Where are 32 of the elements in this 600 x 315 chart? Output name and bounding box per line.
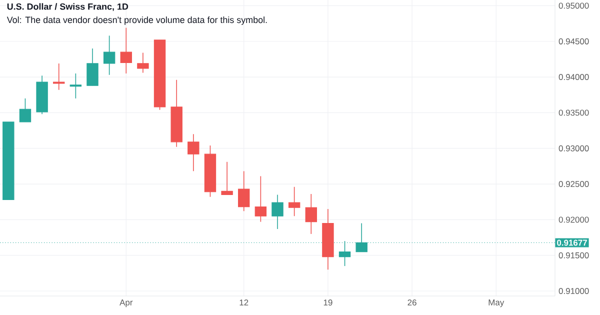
x-tick-label: May xyxy=(488,300,504,308)
x-tick-label: 12 xyxy=(240,300,248,306)
candlestick xyxy=(288,186,300,217)
chart-title: U.S. Dollar / Swiss Franc, 1D xyxy=(7,3,128,12)
y-tick-label: 0.92500 xyxy=(558,181,589,188)
candlestick xyxy=(338,240,351,266)
x-tick-label: 19 xyxy=(324,300,332,306)
candlestick xyxy=(188,134,200,172)
x-tick-label: 26 xyxy=(408,300,416,306)
candlestick xyxy=(238,170,250,212)
candlestick xyxy=(19,98,32,122)
candlestick xyxy=(254,176,267,222)
y-tick-label: 0.93000 xyxy=(558,145,589,152)
candlestick xyxy=(120,27,132,74)
candlestick xyxy=(86,48,98,86)
candlestick xyxy=(53,63,65,90)
candlestick xyxy=(305,194,317,234)
candlestick xyxy=(70,73,82,99)
text: Vol: The data vendor doesn't provide volume data for this symbol. xyxy=(6,16,267,25)
y-tick-label: 0.94000 xyxy=(558,74,589,80)
y-tick-label: 0.92000 xyxy=(558,216,589,223)
y-tick-label: 0.91000 xyxy=(558,288,589,294)
ref-line-label: 0.91677 xyxy=(557,240,587,246)
candlestick xyxy=(103,35,116,76)
y-tick-label: 0.93500 xyxy=(558,110,589,116)
candlestick xyxy=(221,162,233,196)
y-tick-label: 0.91500 xyxy=(558,252,589,258)
y-tick-label: 0.94500 xyxy=(558,38,589,44)
y-tick-label: 0.95000 xyxy=(558,2,589,9)
x-tick-label: Apr xyxy=(120,300,133,308)
candlestick xyxy=(272,194,284,230)
candlestick xyxy=(137,52,149,74)
